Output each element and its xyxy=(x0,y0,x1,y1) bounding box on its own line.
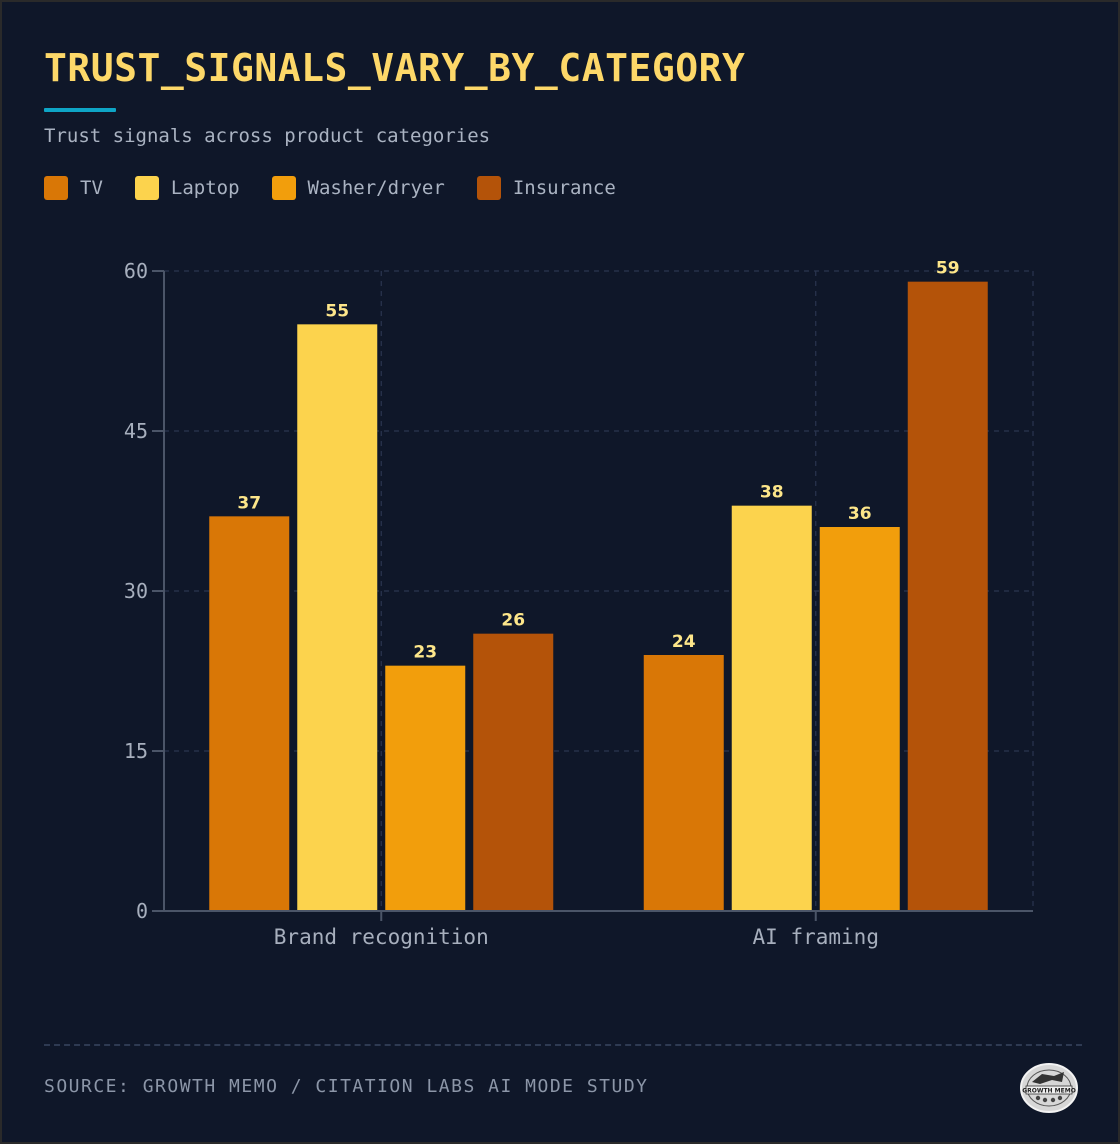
legend-label: Insurance xyxy=(512,177,616,199)
chart-title: TRUST_SIGNALS_VARY_BY_CATEGORY xyxy=(44,46,746,90)
bar-tv xyxy=(209,516,290,911)
legend-swatch xyxy=(134,176,159,200)
legend-label: TV xyxy=(80,177,103,199)
footer-divider xyxy=(44,1044,1082,1046)
bar-value-label: 24 xyxy=(672,632,696,652)
legend: TV Laptop Washer/dryer Insurance xyxy=(44,176,648,200)
legend-swatch xyxy=(476,176,501,200)
bar-insurance xyxy=(473,633,554,911)
y-tick-label: 30 xyxy=(124,579,148,603)
y-tick-label: 60 xyxy=(124,259,148,283)
legend-swatch xyxy=(44,176,68,200)
title-accent-line xyxy=(44,108,116,112)
bar-laptop xyxy=(731,505,812,911)
legend-label: Washer/dryer xyxy=(307,177,445,199)
legend-item-tv: TV xyxy=(44,176,103,200)
bar-laptop xyxy=(297,324,378,911)
legend-item-laptop: Laptop xyxy=(134,176,240,200)
bar-washer-dryer xyxy=(385,665,466,911)
legend-item-insurance: Insurance xyxy=(476,176,616,200)
growth-memo-logo: GROWTH MEMO xyxy=(1020,1063,1078,1113)
y-tick-label: 15 xyxy=(124,739,148,763)
legend-label: Laptop xyxy=(170,177,240,199)
svg-text:GROWTH MEMO: GROWTH MEMO xyxy=(1022,1088,1076,1095)
bar-insurance xyxy=(907,281,988,912)
bar-value-label: 36 xyxy=(848,504,872,524)
bar-value-label: 55 xyxy=(325,301,349,321)
legend-swatch xyxy=(271,176,296,200)
bar-value-label: 59 xyxy=(936,259,960,279)
bar-value-label: 38 xyxy=(760,483,784,503)
y-tick-label: 0 xyxy=(136,899,148,923)
x-tick-label: Brand recognition xyxy=(274,925,489,949)
legend-item-washer-dryer: Washer/dryer xyxy=(271,176,445,200)
bar-chart: 37 55 23 26 24 38 36 59 0 15 30 45 60 Brand recogniti… xyxy=(124,259,1034,949)
bar-value-label: 26 xyxy=(501,611,525,631)
bar-tv xyxy=(643,655,724,911)
bar-washer-dryer xyxy=(819,527,900,911)
bar-value-label: 37 xyxy=(237,493,261,513)
x-tick-label: AI framing xyxy=(753,925,879,949)
source-note: SOURCE: GROWTH MEMO / CITATION LABS AI M… xyxy=(44,1076,649,1097)
y-tick-label: 45 xyxy=(124,419,148,443)
bar-value-label: 23 xyxy=(413,643,437,663)
chart-subtitle: Trust signals across product categories xyxy=(44,125,491,147)
